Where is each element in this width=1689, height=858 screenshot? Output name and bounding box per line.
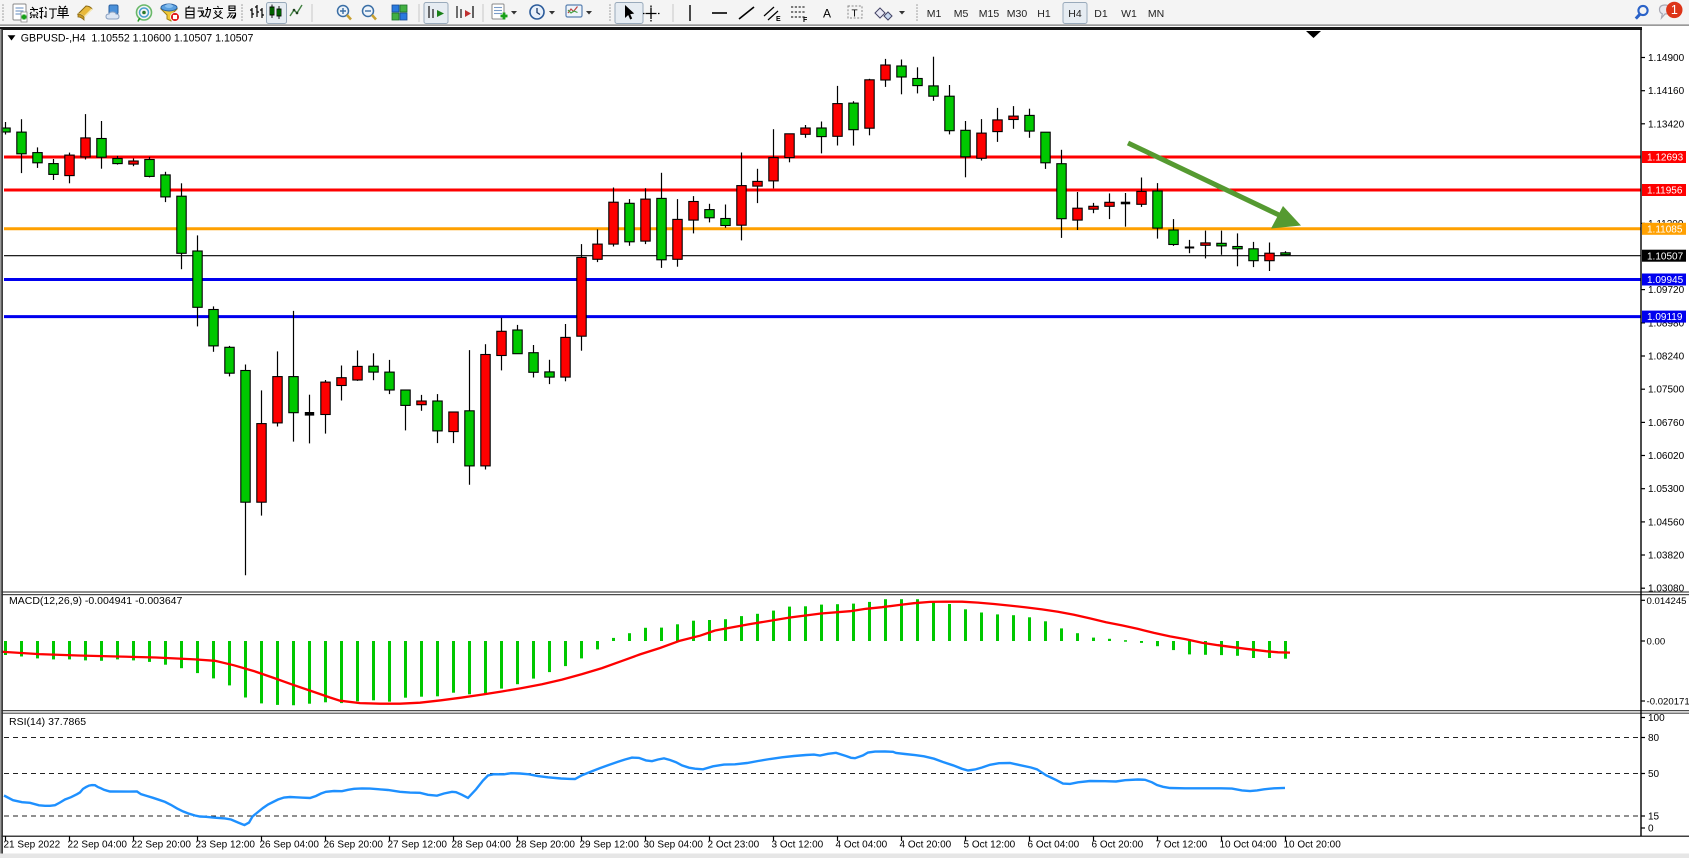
- svg-text:1.11956: 1.11956: [1647, 186, 1683, 197]
- svg-text:1.08240: 1.08240: [1648, 352, 1685, 363]
- svg-text:RSI(14) 37.7865: RSI(14) 37.7865: [9, 716, 86, 728]
- svg-text:0.00: 0.00: [1647, 637, 1666, 648]
- svg-text:1.12693: 1.12693: [1647, 153, 1684, 164]
- svg-text:M15: M15: [979, 8, 1000, 20]
- svg-text:1.14160: 1.14160: [1648, 86, 1685, 97]
- svg-text:4 Oct 20:00: 4 Oct 20:00: [900, 840, 952, 851]
- svg-text:1.06760: 1.06760: [1648, 418, 1685, 429]
- svg-text:22 Sep 20:00: 22 Sep 20:00: [132, 840, 192, 851]
- svg-text:10 Oct 20:00: 10 Oct 20:00: [1284, 840, 1342, 851]
- svg-text:1.05300: 1.05300: [1648, 484, 1685, 495]
- svg-text:100: 100: [1648, 713, 1665, 724]
- svg-text:H1: H1: [1037, 8, 1051, 20]
- svg-text:1.10507: 1.10507: [1647, 251, 1684, 262]
- svg-text:80: 80: [1648, 733, 1660, 744]
- svg-text:15: 15: [1648, 812, 1660, 823]
- svg-text:1.06020: 1.06020: [1648, 451, 1685, 462]
- svg-text:23 Sep 12:00: 23 Sep 12:00: [196, 840, 256, 851]
- svg-text:1.08980: 1.08980: [1648, 318, 1685, 329]
- svg-text:6 Oct 20:00: 6 Oct 20:00: [1092, 840, 1144, 851]
- svg-text:1.07500: 1.07500: [1648, 385, 1685, 396]
- svg-text:1.04560: 1.04560: [1648, 517, 1685, 528]
- svg-text:1.14900: 1.14900: [1648, 53, 1685, 64]
- svg-text:22 Sep 04:00: 22 Sep 04:00: [68, 840, 128, 851]
- svg-text:2 Oct 23:00: 2 Oct 23:00: [708, 840, 760, 851]
- svg-text:21 Sep 2022: 21 Sep 2022: [4, 840, 61, 851]
- svg-text:MN: MN: [1148, 8, 1164, 20]
- svg-text:D1: D1: [1094, 8, 1108, 20]
- svg-text:1.09945: 1.09945: [1647, 275, 1684, 286]
- svg-text:28 Sep 20:00: 28 Sep 20:00: [516, 840, 576, 851]
- svg-text:29 Sep 12:00: 29 Sep 12:00: [580, 840, 640, 851]
- svg-text:0.014245: 0.014245: [1647, 596, 1687, 607]
- svg-text:M5: M5: [954, 8, 969, 20]
- svg-text:0: 0: [1648, 824, 1654, 835]
- svg-text:10 Oct 04:00: 10 Oct 04:00: [1220, 840, 1278, 851]
- svg-text:30 Sep 04:00: 30 Sep 04:00: [644, 840, 704, 851]
- svg-text:26 Sep 20:00: 26 Sep 20:00: [324, 840, 384, 851]
- svg-text:E: E: [776, 16, 781, 23]
- svg-text:MACD(12,26,9) -0.004941 -0.003: MACD(12,26,9) -0.004941 -0.003647: [9, 595, 183, 607]
- svg-text:H4: H4: [1068, 8, 1082, 20]
- svg-text:1: 1: [1671, 3, 1678, 17]
- svg-text:1.09720: 1.09720: [1648, 285, 1685, 296]
- svg-text:-0.020171: -0.020171: [1647, 697, 1689, 708]
- svg-text:6 Oct 04:00: 6 Oct 04:00: [1028, 840, 1080, 851]
- svg-text:5 Oct 12:00: 5 Oct 12:00: [964, 840, 1016, 851]
- svg-text:27 Sep 12:00: 27 Sep 12:00: [388, 840, 448, 851]
- svg-text:M30: M30: [1007, 8, 1028, 20]
- svg-text:F: F: [803, 17, 808, 24]
- svg-text:50: 50: [1648, 769, 1660, 780]
- svg-text:1.13420: 1.13420: [1648, 119, 1685, 130]
- svg-text:1.03820: 1.03820: [1648, 551, 1685, 562]
- svg-text:3 Oct 12:00: 3 Oct 12:00: [772, 840, 824, 851]
- svg-text:4 Oct 04:00: 4 Oct 04:00: [836, 840, 888, 851]
- svg-text:W1: W1: [1121, 8, 1137, 20]
- svg-text:A: A: [823, 7, 831, 21]
- svg-text:1.03080: 1.03080: [1648, 584, 1685, 595]
- svg-text:T: T: [852, 9, 858, 20]
- svg-text:7 Oct 12:00: 7 Oct 12:00: [1156, 840, 1208, 851]
- svg-text:1.09119: 1.09119: [1647, 312, 1683, 323]
- svg-text:GBPUSD-,H4 1.10552 1.10600 1.: GBPUSD-,H4 1.10552 1.10600 1.10507 1.105…: [21, 32, 254, 44]
- svg-text:M1: M1: [927, 8, 942, 20]
- svg-text:26 Sep 04:00: 26 Sep 04:00: [260, 840, 320, 851]
- svg-text:28 Sep 04:00: 28 Sep 04:00: [452, 840, 512, 851]
- svg-text:1.11085: 1.11085: [1647, 224, 1683, 235]
